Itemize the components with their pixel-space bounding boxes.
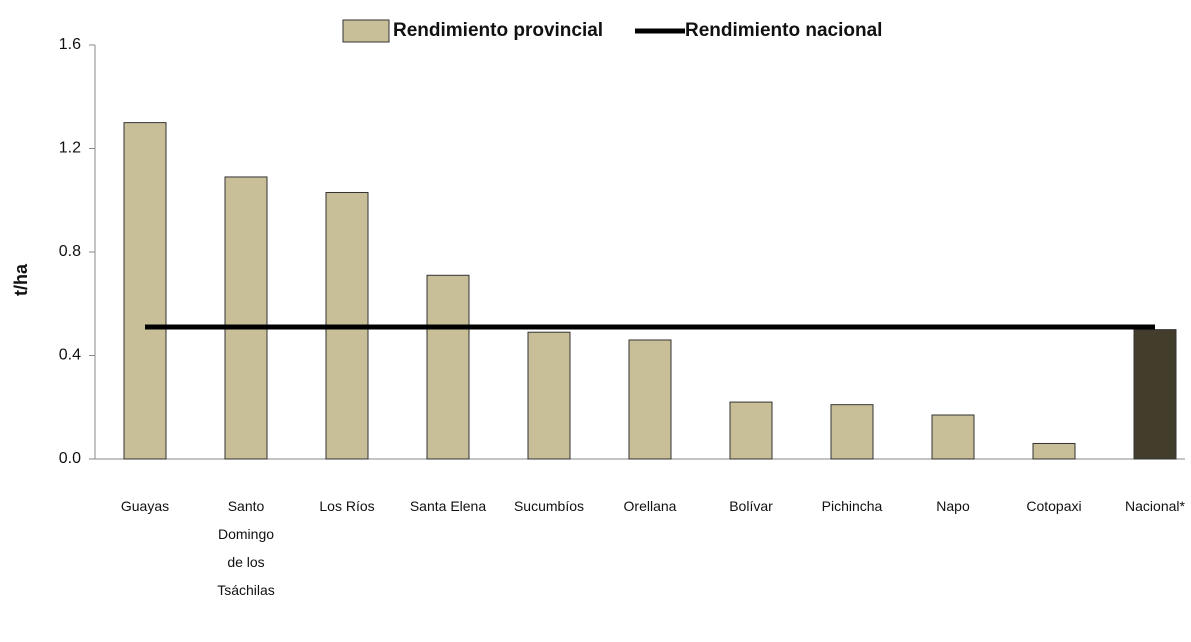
y-tick-label: 0.8: [59, 243, 81, 260]
bar: [123, 122, 167, 460]
bar: [628, 339, 672, 460]
x-tick-label: Sucumbíos: [513, 498, 585, 514]
legend-swatch: [342, 19, 390, 43]
x-tick-label: Cotopaxi: [1026, 498, 1082, 514]
bar: [224, 176, 268, 460]
x-tick-label: Pichincha: [821, 498, 883, 514]
bar: [527, 331, 571, 460]
bar: [830, 404, 874, 460]
y-tick-label: 0.4: [59, 347, 81, 364]
y-tick-label: 0.0: [59, 450, 81, 467]
x-tick-label: Napo: [936, 498, 970, 514]
x-tick-label: Los Ríos: [319, 498, 375, 514]
legend-label: Rendimiento provincial: [393, 20, 603, 41]
x-tick-label: Santo Domingo de los Tsáchilas: [217, 498, 275, 598]
x-tick-label: Santa Elena: [409, 498, 487, 514]
x-tick-label: Bolívar: [729, 498, 773, 514]
x-tick-label: Orellana: [623, 498, 677, 514]
y-tick-label: 1.6: [59, 36, 81, 53]
y-axis-label: t/ha: [11, 263, 31, 296]
bar: [729, 401, 773, 460]
y-tick-label: 1.2: [59, 140, 81, 157]
x-tick-label: Guayas: [120, 498, 170, 514]
bar: [1032, 442, 1076, 460]
bar: [1133, 329, 1177, 460]
bar: [426, 274, 470, 460]
bar: [931, 414, 975, 460]
x-tick-label: Nacional*: [1125, 498, 1185, 514]
legend-label: Rendimiento nacional: [685, 20, 882, 41]
